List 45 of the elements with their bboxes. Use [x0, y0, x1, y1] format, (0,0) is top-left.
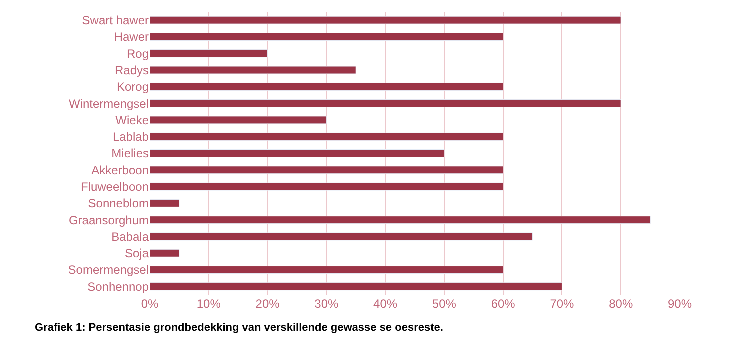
bar [150, 82, 504, 91]
x-tick-label: 80% [609, 297, 634, 311]
bar [150, 249, 180, 258]
bar [150, 182, 504, 191]
y-tick-label: Somermengsel [68, 263, 149, 278]
x-tick-label: 70% [550, 297, 575, 311]
y-tick-label: Akkerboon [92, 163, 149, 178]
bar [150, 232, 534, 241]
bar [150, 132, 504, 141]
bar [150, 282, 562, 291]
y-tick-label: Mielies [112, 146, 149, 161]
x-tick-label: 20% [256, 297, 280, 311]
text: Grafiek 1: Persentasie grondbedekking van verskillende gewasse se oesreste. [35, 322, 444, 334]
y-tick-label: Babala [112, 230, 150, 244]
bar [150, 16, 622, 24]
y-tick-label: Graansorghum [68, 213, 149, 228]
bar [150, 66, 356, 74]
bar [150, 50, 268, 58]
y-tick-label: Hawer [114, 30, 149, 44]
bar [150, 216, 651, 224]
y-tick-label: Wieke [116, 113, 150, 128]
y-tick-label: Lablab [112, 130, 150, 144]
x-tick-label: 90% [668, 297, 692, 311]
y-tick-label: Sonneblom [88, 196, 149, 211]
bar [150, 116, 327, 124]
x-tick-label: 10% [196, 297, 222, 311]
x-tick-label: 60% [491, 297, 516, 311]
y-tick-label: Radys [114, 63, 149, 78]
bar [150, 100, 622, 108]
y-tick-label: Sonhennop [88, 280, 150, 294]
y-tick-label: Fluweelboon [80, 180, 149, 194]
bar [150, 266, 504, 274]
bar [150, 199, 180, 208]
bar [150, 150, 445, 158]
y-tick-label: Wintermengsel [68, 96, 149, 111]
y-tick-label: Rog [126, 46, 149, 61]
y-tick-label: Korog [116, 80, 149, 94]
bar [150, 32, 504, 41]
bar [150, 166, 504, 174]
x-tick-label: 50% [432, 297, 457, 311]
x-tick-label: 40% [374, 297, 398, 311]
x-tick-label: 30% [314, 297, 339, 311]
y-tick-label: Soja [124, 246, 150, 261]
x-tick-label: 0% [141, 297, 159, 311]
y-tick-label: Swart hawer [82, 14, 149, 28]
